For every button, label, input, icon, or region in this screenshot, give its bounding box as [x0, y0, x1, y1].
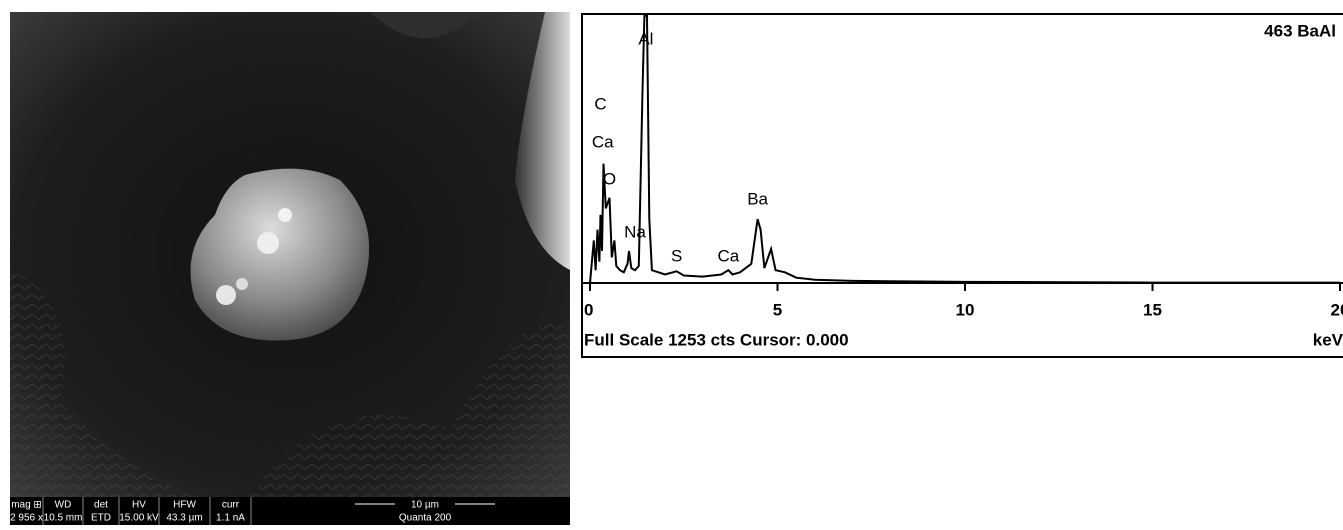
sem-sphere — [257, 232, 279, 254]
peak-label: O — [603, 169, 616, 188]
spectrum: 463 BaAl Full Scale 1253 cts Cursor: 0.0… — [582, 14, 1343, 357]
sem-sphere — [236, 278, 248, 290]
sem-sphere — [278, 208, 292, 222]
x-tick-label: 0 — [584, 300, 593, 319]
info-header: curr — [222, 500, 240, 511]
info-header: HV — [132, 500, 146, 511]
sem-image: mag ⊞ 2 956 x WD 10.5 mm det ETD HV 15.00 kV HFW… — [10, 12, 570, 525]
page: mag ⊞ 2 956 x WD 10.5 mm det ETD HV 15.00 kV HFW… — [0, 0, 1343, 525]
figure: mag ⊞ 2 956 x WD 10.5 mm det ETD HV 15.00 kV HFW… — [0, 0, 1343, 525]
info-value: 1.1 nA — [216, 513, 245, 524]
peak-label: Ba — [747, 189, 768, 208]
x-tick-label: 20 — [1331, 300, 1343, 319]
chart-title: 463 BaAl — [1264, 21, 1336, 40]
info-value: 43.3 µm — [166, 513, 202, 524]
footer: Full Scale 1253 cts Cursor: 0.000 — [584, 330, 849, 349]
scale-label: 10 µm — [411, 500, 439, 511]
info-value: 2 956 x — [10, 513, 43, 524]
info-header: WD — [55, 500, 72, 511]
info-header: mag ⊞ — [11, 500, 42, 511]
info-header: det — [94, 500, 108, 511]
x-tick-label: 5 — [773, 300, 782, 319]
peak-label: Na — [624, 222, 646, 241]
x-tick-label: 15 — [1143, 300, 1162, 319]
x-tick-label: 10 — [956, 300, 975, 319]
peak-label: Ca — [718, 246, 740, 265]
peak-label: Ca — [592, 132, 614, 151]
info-value: ETD — [91, 513, 111, 524]
peak-label: C — [594, 94, 606, 113]
peak-label: S — [671, 246, 682, 265]
info-value: 10.5 mm — [44, 513, 83, 524]
peak-label: Al — [638, 29, 653, 48]
info-value: 15.00 kV — [119, 513, 159, 524]
info-header: HFW — [173, 500, 196, 511]
x-unit: keV — [1313, 330, 1343, 349]
instrument: Quanta 200 — [399, 513, 452, 524]
sem-sphere — [216, 285, 236, 305]
